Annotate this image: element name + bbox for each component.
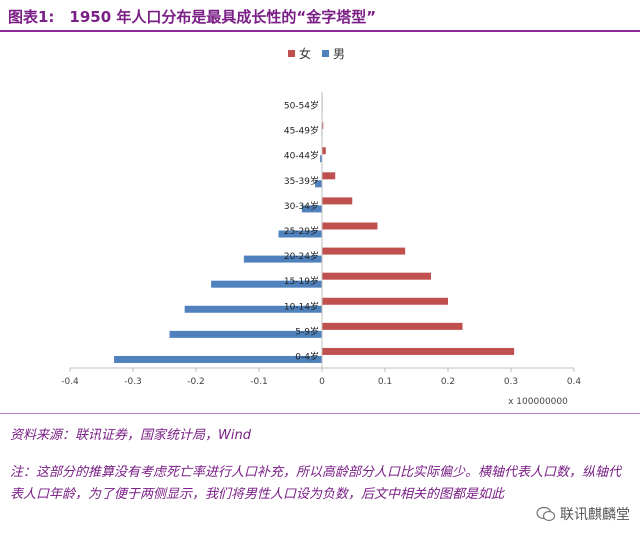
legend-label-1: 男 bbox=[333, 47, 345, 61]
x-tick-label: -0.4 bbox=[61, 377, 79, 387]
legend-swatch-0 bbox=[288, 50, 295, 57]
bar-male-2 bbox=[184, 305, 322, 313]
category-label: 45-49岁 bbox=[284, 125, 319, 137]
bar-female-0 bbox=[322, 347, 515, 355]
bar-female-1 bbox=[322, 322, 463, 330]
category-label: 15-19岁 bbox=[284, 275, 319, 287]
category-label: 20-24岁 bbox=[284, 250, 319, 262]
bar-male-3 bbox=[211, 280, 322, 288]
category-label: 25-29岁 bbox=[284, 225, 319, 237]
page-title: 图表1: 1950 年人口分布是最具成长性的“金字塔型” bbox=[8, 8, 377, 26]
bar-female-4 bbox=[322, 247, 406, 255]
bar-male-4 bbox=[243, 255, 322, 263]
bar-male-7 bbox=[315, 180, 322, 188]
bar-male-6 bbox=[301, 205, 322, 213]
bar-male-5 bbox=[278, 230, 322, 238]
y-category-labels: 0-4岁 5-9岁 10-14岁 15-19岁 20-24岁 25-29岁 30-34岁 35… bbox=[284, 100, 319, 363]
bar-female-9 bbox=[322, 122, 324, 130]
x-tick-label: -0.1 bbox=[250, 377, 268, 387]
legend-swatch-1 bbox=[322, 50, 329, 57]
category-label: 50-54岁 bbox=[284, 100, 319, 112]
wechat-watermark: 联讯麒麟堂 bbox=[536, 504, 630, 524]
legend-label-0: 女 bbox=[299, 46, 311, 61]
bar-female-2 bbox=[322, 297, 448, 305]
x-tick-label: 0.3 bbox=[504, 377, 518, 387]
x-tick-label: 0.2 bbox=[441, 377, 455, 387]
footer-divider bbox=[0, 413, 640, 414]
bar-female-5 bbox=[322, 222, 378, 230]
bar-female-7 bbox=[322, 172, 336, 180]
category-label: 35-39岁 bbox=[284, 175, 319, 187]
category-label: 0-4岁 bbox=[295, 350, 319, 362]
x-tick-label: -0.3 bbox=[124, 377, 142, 387]
category-label: 10-14岁 bbox=[284, 300, 319, 312]
bar-female-3 bbox=[322, 272, 431, 280]
chart-legend: 女男 bbox=[288, 46, 345, 61]
x-tick-label: 0 bbox=[319, 377, 325, 387]
x-tick-label: 0.1 bbox=[378, 377, 392, 387]
axis-multiplier-label: x 100000000 bbox=[508, 397, 568, 407]
bar-male-1 bbox=[169, 330, 322, 338]
bar-female-6 bbox=[322, 197, 353, 205]
bar-male-0 bbox=[114, 355, 322, 363]
x-tick-label: 0.4 bbox=[567, 377, 582, 387]
title-divider bbox=[0, 30, 640, 32]
watermark-text: 联讯麒麟堂 bbox=[560, 507, 630, 523]
category-label: 40-44岁 bbox=[284, 150, 319, 162]
source-note: 资料来源：联讯证券，国家统计局，Wind bbox=[10, 428, 251, 443]
bar-male-8 bbox=[320, 155, 322, 163]
bar-female-8 bbox=[322, 147, 326, 155]
chart-bars bbox=[114, 97, 515, 363]
x-axis: -0.4 -0.3 -0.2 -0.1 0 0.1 0.2 0.3 0.4 x 100000000 bbox=[61, 92, 581, 407]
population-pyramid-chart: 女男 -0.4 -0.3 -0.2 -0.1 0 0.1 0.2 0.3 0.4x 100000… bbox=[61, 46, 581, 407]
category-label: 5-9岁 bbox=[295, 325, 319, 337]
category-label: 30-34岁 bbox=[284, 200, 319, 212]
wechat-icon bbox=[536, 506, 556, 522]
footnote: 注：这部分的推算没有考虑死亡率进行人口补充，所以高龄部分人口比实际偏少。横轴代表… bbox=[10, 465, 622, 502]
x-tick-label: -0.2 bbox=[187, 377, 205, 387]
